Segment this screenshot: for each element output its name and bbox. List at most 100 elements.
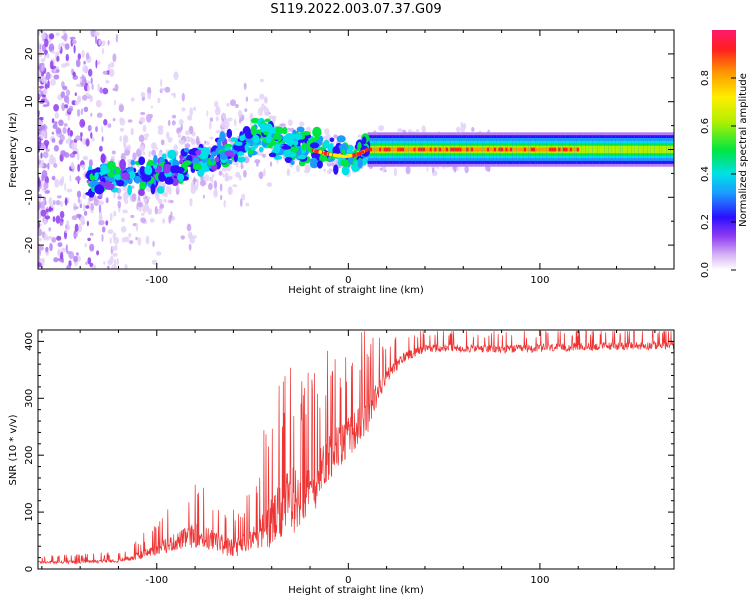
spectrogram-noise-blob <box>38 210 41 217</box>
spectrogram-ridge-cell <box>595 145 598 154</box>
spectrogram-noise-blob <box>222 173 225 178</box>
snr-y-tick-label: 0 <box>24 566 35 572</box>
spectrogram-noise-blob <box>244 108 248 112</box>
spectrogram-noise-blob <box>157 198 163 204</box>
spectrogram-noise-blob <box>233 118 237 127</box>
spectrogram-noise-blob <box>38 31 41 37</box>
spectrogram-ridge-peak <box>493 147 497 152</box>
spectrogram-noise-blob <box>258 171 264 180</box>
spectrogram-noise-blob <box>98 39 101 46</box>
spectrogram-ridge-blob <box>275 126 284 135</box>
spectrogram-noise-blob <box>91 83 94 91</box>
spectrogram-ridge-peak <box>457 147 460 152</box>
spectrogram-ridge-blob <box>263 131 269 136</box>
spectrogram-noise-blob <box>51 138 56 143</box>
spectrogram-noise-blob <box>69 130 74 137</box>
spectrogram-ridge-peak <box>441 147 444 152</box>
spectrogram-noise-blob <box>73 206 79 210</box>
spectrogram-noise-blob <box>127 119 133 123</box>
spectrogram-noise-blob <box>43 218 47 226</box>
spectrogram-noise-blob <box>185 135 191 143</box>
spectrogram-noise-blob <box>159 203 165 209</box>
spectrogram-ridge-peak <box>413 147 416 152</box>
spectrogram-noise-blob <box>137 194 141 202</box>
spectrogram-noise-blob <box>38 88 42 94</box>
spectrogram-noise-blob <box>52 200 56 206</box>
spectrogram-noise-blob <box>144 133 150 138</box>
spectrogram-ridge-peak <box>535 147 538 152</box>
spectrogram-noise-blob <box>237 109 243 118</box>
spectrogram-ridge-peak <box>341 154 346 159</box>
spectrogram-ridge-peak <box>445 147 449 152</box>
spectrogram-ridge-peak <box>500 147 504 152</box>
spectrogram-noise-blob <box>86 80 91 85</box>
spectrogram-ridge-blob <box>309 142 320 149</box>
spectrogram-noise-blob <box>101 233 104 242</box>
spectrogram-ridge-peak <box>482 147 485 152</box>
spectrogram-y-tick-label: 10 <box>24 95 35 108</box>
snr-y-tick-label: 200 <box>24 446 35 465</box>
spectrogram-noise-blob <box>173 71 179 81</box>
spectrogram-ridge-cell <box>654 145 658 154</box>
spectrogram-noise-blob <box>202 194 205 199</box>
spectrogram-noise-blob <box>77 197 80 203</box>
snr-ticks: -100 0 100 0 100 200 300 400 <box>24 329 674 586</box>
spectrogram-noise-blob <box>456 126 461 133</box>
spectrogram-noise-blob <box>232 162 238 166</box>
spectrogram-ridge-peak <box>385 147 389 152</box>
spectrogram-ridge-cell <box>622 145 626 154</box>
spectrogram-noise-blob <box>51 118 55 124</box>
spectrogram-noise-blob <box>168 186 172 195</box>
spectrogram-noise-blob <box>230 99 236 107</box>
colorbar-tick-label: 0.4 <box>700 166 711 182</box>
spectrogram-noise-blob <box>306 164 311 173</box>
spectrogram-ridge-cell <box>602 145 605 154</box>
spectrogram-noise-blob <box>45 182 49 189</box>
spectrogram-ridge-cell <box>629 145 633 154</box>
spectrogram-noise-blob <box>85 138 90 147</box>
spectrogram-ridge-peak <box>383 147 387 152</box>
spectrogram-noise-blob <box>151 149 157 156</box>
spectrogram-ridge-blob <box>234 141 243 146</box>
spectrogram-ridge-cell <box>647 145 651 154</box>
spectrogram-noise-blob <box>38 159 42 164</box>
spectrogram-ridge-blob <box>362 136 367 145</box>
spectrogram-noise-blob <box>111 150 116 155</box>
spectrogram-noise-blob <box>80 108 83 115</box>
spectrogram-noise-blob <box>48 158 54 165</box>
spectrogram-noise-blob <box>160 139 165 146</box>
spectrogram-ridge-cell <box>645 145 649 154</box>
spectrogram-noise-blob <box>324 128 330 135</box>
spectrogram-ridge-peak <box>422 147 426 152</box>
spectrogram-ridge-cell <box>620 145 623 154</box>
spectrogram-noise-blob <box>63 32 68 42</box>
spectrogram-noise-blob <box>131 193 137 202</box>
spectrogram-ridge-peak <box>521 147 524 152</box>
spectrogram-noise-blob <box>215 116 219 122</box>
spectrogram-noise-blob <box>70 161 75 170</box>
spectrogram-ridge-blob <box>273 143 281 154</box>
spectrogram-noise-blob <box>77 163 81 172</box>
spectrogram-noise-blob <box>39 116 44 121</box>
snr-y-tick-label: 400 <box>24 332 35 351</box>
spectrogram-ridge-cell <box>597 145 600 154</box>
spectrogram-noise-blob <box>140 217 147 223</box>
spectrogram-noise-blob <box>53 257 59 263</box>
spectrogram-ridge-blob <box>134 175 142 184</box>
spectrogram-ridge-blob <box>357 158 363 169</box>
spectrogram-ridge-blob <box>85 191 95 196</box>
spectrogram-noise-blob <box>52 216 56 223</box>
spectrogram-noise-blob <box>177 133 182 138</box>
spectrogram-ridge-peak <box>569 147 573 152</box>
spectrogram-ridge-peak <box>374 147 377 152</box>
spectrogram-ridge-blob <box>217 138 222 149</box>
spectrogram-noise-blob <box>44 215 51 220</box>
spectrogram-noise-blob <box>44 54 47 60</box>
snr-y-tick-label: 300 <box>24 389 35 408</box>
spectrogram-ridge-cell <box>634 145 637 154</box>
spectrogram-noise-blob <box>322 136 328 140</box>
spectrogram-noise-blob <box>155 147 158 151</box>
spectrogram-noise-blob <box>76 252 79 256</box>
spectrogram-noise-blob <box>61 63 67 68</box>
spectrogram-noise-blob <box>66 264 72 269</box>
